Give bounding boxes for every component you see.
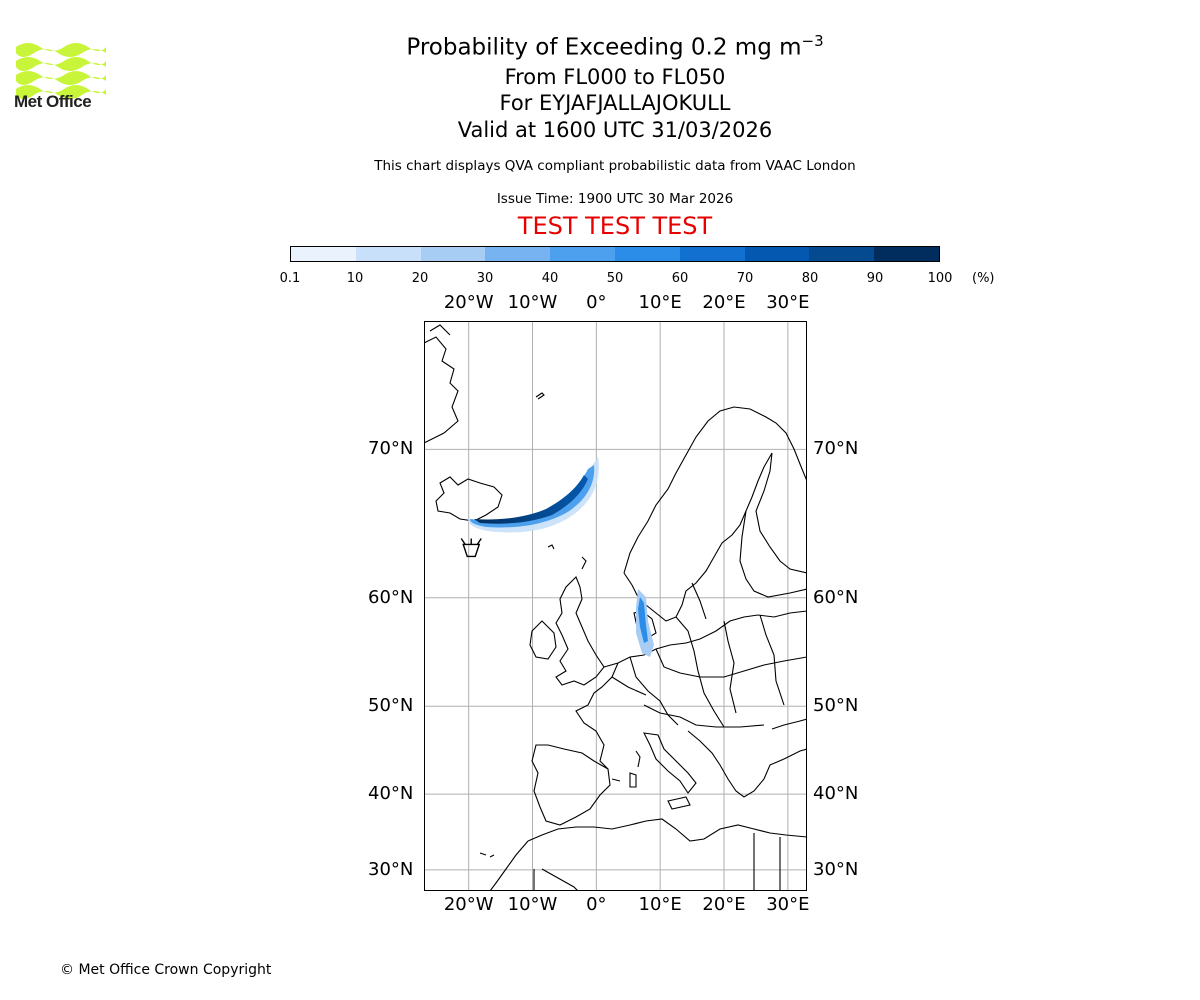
colorbar-unit: (%) bbox=[972, 271, 995, 286]
colorbar-tick-label: 40 bbox=[541, 271, 559, 286]
latitude-label: 50°N bbox=[368, 695, 414, 717]
longitude-label: 20°W bbox=[443, 292, 494, 313]
issue-time: Issue Time: 1900 UTC 30 Mar 2026 bbox=[496, 191, 734, 207]
colorbar-tick-label: 80 bbox=[801, 271, 819, 286]
colorbar-segment bbox=[355, 247, 421, 261]
chart-title: Probability of Exceeding 0.2 mg m−3 bbox=[406, 32, 824, 61]
met-office-logo-icon bbox=[16, 43, 106, 99]
latitude-label: 30°N bbox=[813, 858, 859, 880]
colorbar-segment bbox=[614, 247, 680, 261]
colorbar-tick-label: 30 bbox=[476, 271, 494, 286]
map-frame bbox=[424, 321, 807, 891]
longitude-label: 20°E bbox=[702, 292, 746, 313]
colorbar-tick-label: 90 bbox=[866, 271, 884, 286]
longitude-label: 20°E bbox=[702, 894, 746, 915]
latitude-label: 40°N bbox=[368, 783, 414, 805]
longitude-label: 10°W bbox=[507, 292, 558, 313]
copyright: © Met Office Crown Copyright bbox=[60, 962, 272, 978]
longitude-label: 30°E bbox=[766, 292, 810, 313]
latitude-label: 70°N bbox=[813, 438, 859, 460]
latitude-label: 60°N bbox=[368, 586, 414, 608]
longitude-label: 30°E bbox=[766, 894, 810, 915]
longitude-label: 10°W bbox=[507, 894, 558, 915]
logo-text: Met Office bbox=[14, 92, 92, 111]
coastlines bbox=[424, 324, 807, 891]
colorbar-tick-label: 0.1 bbox=[279, 271, 301, 286]
latitude-label: 60°N bbox=[813, 586, 859, 608]
longitude-label: 0° bbox=[586, 894, 607, 915]
colorbar-tick-label: 50 bbox=[606, 271, 624, 286]
chart-title-block: Probability of Exceeding 0.2 mg m−3 From… bbox=[300, 26, 930, 143]
map bbox=[424, 321, 807, 891]
colorbar-tick-label: 70 bbox=[736, 271, 754, 286]
colorbar-segment bbox=[550, 247, 615, 261]
colorbar-segment bbox=[679, 247, 745, 261]
colorbar-segment bbox=[485, 247, 551, 261]
colorbar-tick-label: 60 bbox=[671, 271, 689, 286]
colorbar bbox=[290, 246, 940, 262]
longitude-label: 10°E bbox=[638, 292, 682, 313]
longitude-label: 0° bbox=[586, 292, 607, 313]
longitude-label: 20°W bbox=[443, 894, 494, 915]
ash-plume bbox=[468, 457, 654, 657]
latitude-label: 70°N bbox=[368, 438, 414, 460]
colorbar-segment bbox=[291, 247, 356, 261]
volcano-marker-icon bbox=[460, 538, 482, 558]
flight-levels: From FL000 to FL050 bbox=[504, 64, 726, 89]
colorbar-segment bbox=[420, 247, 486, 261]
latitude-label: 40°N bbox=[813, 783, 859, 805]
colorbar-segment bbox=[809, 247, 875, 261]
valid-time: Valid at 1600 UTC 31/03/2026 bbox=[457, 117, 773, 142]
colorbar-tick-label: 100 bbox=[927, 271, 953, 286]
chart-subtitle: This chart displays QVA compliant probab… bbox=[374, 158, 856, 174]
map-gridlines bbox=[424, 321, 807, 891]
volcano-name: For EYJAFJALLAJOKULL bbox=[499, 91, 731, 116]
latitude-label: 30°N bbox=[368, 858, 414, 880]
longitude-label: 10°E bbox=[638, 894, 682, 915]
test-banner: TEST TEST TEST bbox=[517, 212, 713, 240]
colorbar-segment bbox=[874, 247, 939, 261]
latitude-label: 50°N bbox=[813, 695, 859, 717]
colorbar-segment bbox=[744, 247, 810, 261]
colorbar-tick-label: 20 bbox=[411, 271, 429, 286]
colorbar-tick-label: 10 bbox=[346, 271, 364, 286]
